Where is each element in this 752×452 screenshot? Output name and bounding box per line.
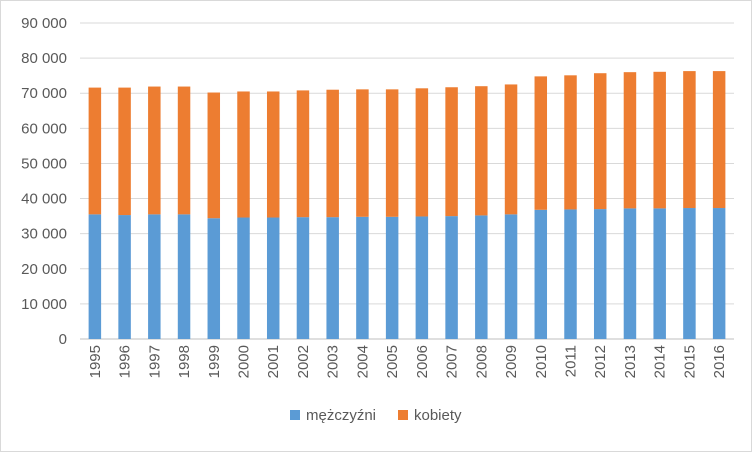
- bar-segment-kobiety-2015: [683, 71, 696, 209]
- bar-segment-mezczyzni-2005: [385, 216, 399, 339]
- x-tick-label: 2012: [592, 345, 609, 378]
- x-tick-label: 2015: [681, 345, 698, 378]
- bar-segment-mezczyzni-1996: [118, 215, 131, 339]
- y-tick-label: 10 000: [21, 296, 67, 313]
- y-tick-label: 90 000: [21, 15, 67, 32]
- x-tick-label: 2011: [563, 345, 580, 377]
- x-tick-label: 2002: [295, 345, 312, 378]
- x-tick-label: 2005: [384, 345, 401, 378]
- legend-label-mezczyzni: mężczyźni: [306, 407, 376, 424]
- x-tick-label: 2013: [622, 345, 639, 378]
- bar-segment-kobiety-2009: [504, 84, 518, 215]
- x-tick-label: 2007: [444, 345, 461, 378]
- bar-segment-kobiety-2012: [593, 73, 607, 210]
- bar-segment-mezczyzni-1997: [148, 214, 161, 339]
- bar-segment-mezczyzni-2008: [475, 215, 488, 339]
- x-tick-label: 2010: [533, 345, 550, 378]
- bar-segment-mezczyzni-2015: [683, 208, 696, 339]
- legend-swatch-kobiety: [398, 410, 408, 420]
- bar-segment-kobiety-2001: [266, 91, 280, 218]
- legend: mężczyźni kobiety: [290, 407, 462, 424]
- bar-segment-mezczyzni-2004: [356, 216, 369, 339]
- bar-segment-mezczyzni-2003: [326, 217, 339, 339]
- x-tick-label: 1995: [87, 345, 104, 378]
- bar-segment-mezczyzni-2007: [445, 216, 458, 339]
- y-tick-label: 20 000: [21, 261, 67, 278]
- bar-segment-kobiety-1998: [177, 86, 191, 215]
- bar-segment-kobiety-2007: [445, 87, 458, 217]
- bar-segment-kobiety-2014: [653, 71, 666, 209]
- x-tick-label: 2001: [265, 345, 282, 378]
- bar-segment-kobiety-1999: [207, 92, 221, 219]
- bar-segment-mezczyzni-1998: [177, 214, 191, 339]
- bar-segment-kobiety-2008: [475, 86, 488, 216]
- x-tick-label: 2004: [354, 345, 371, 378]
- bar-segment-mezczyzni-2001: [266, 217, 280, 339]
- y-axis-ticks: 0 10 000 20 000 30 000 40 000 50 000 60 000 70 …: [21, 15, 67, 348]
- bar-segment-mezczyzni-2011: [564, 209, 577, 339]
- x-tick-label: 1996: [117, 345, 134, 378]
- bar-segment-mezczyzni-2006: [415, 216, 429, 339]
- bar-segment-kobiety-1996: [118, 87, 131, 216]
- y-tick-label: 50 000: [21, 155, 67, 172]
- bar-segment-kobiety-2016: [712, 71, 726, 209]
- y-tick-label: 0: [59, 331, 67, 348]
- x-tick-label: 2003: [325, 345, 342, 378]
- bar-segment-kobiety-2011: [564, 75, 577, 210]
- x-tick-label: 2006: [414, 345, 431, 378]
- bar-segment-kobiety-2010: [534, 76, 548, 210]
- bar-segment-mezczyzni-2016: [712, 208, 726, 339]
- x-tick-label: 1998: [176, 345, 193, 378]
- bar-segment-mezczyzni-1999: [207, 218, 221, 339]
- bar-segment-kobiety-2003: [326, 89, 339, 218]
- bar-segment-kobiety-2005: [385, 89, 399, 217]
- x-axis-ticks: 1995 1996 1997 1998 1999 2000 2001 2002 2003 2004…: [87, 345, 728, 378]
- x-tick-label: 2008: [473, 345, 490, 378]
- bar-segment-mezczyzni-2013: [623, 208, 637, 339]
- bar-segment-mezczyzni-2009: [504, 214, 518, 339]
- y-tick-label: 40 000: [21, 191, 67, 208]
- bars: [88, 71, 726, 339]
- x-tick-label: 2016: [711, 345, 728, 378]
- bar-segment-mezczyzni-1995: [88, 214, 102, 339]
- y-tick-label: 60 000: [21, 120, 67, 137]
- x-tick-label: 2000: [236, 345, 253, 378]
- x-tick-label: 2009: [503, 345, 520, 378]
- bar-segment-mezczyzni-2014: [653, 208, 666, 339]
- bar-segment-kobiety-1997: [148, 86, 161, 215]
- y-tick-label: 30 000: [21, 226, 67, 243]
- bar-segment-kobiety-2013: [623, 72, 637, 209]
- x-tick-label: 1999: [206, 345, 223, 378]
- bar-segment-mezczyzni-2012: [593, 209, 607, 339]
- bar-segment-kobiety-2002: [296, 90, 310, 218]
- bar-segment-kobiety-2000: [237, 91, 250, 218]
- bar-segment-mezczyzni-2002: [296, 217, 310, 339]
- legend-swatch-mezczyzni: [290, 410, 300, 420]
- bar-segment-kobiety-2006: [415, 88, 429, 217]
- x-tick-label: 1997: [146, 345, 163, 378]
- y-tick-label: 80 000: [21, 50, 67, 67]
- bar-segment-kobiety-1995: [88, 87, 102, 215]
- y-tick-label: 70 000: [21, 85, 67, 102]
- bar-segment-kobiety-2004: [356, 89, 369, 217]
- bar-segment-mezczyzni-2010: [534, 209, 548, 339]
- x-tick-label: 2014: [652, 345, 669, 378]
- legend-label-kobiety: kobiety: [414, 407, 462, 424]
- bar-segment-mezczyzni-2000: [237, 217, 250, 339]
